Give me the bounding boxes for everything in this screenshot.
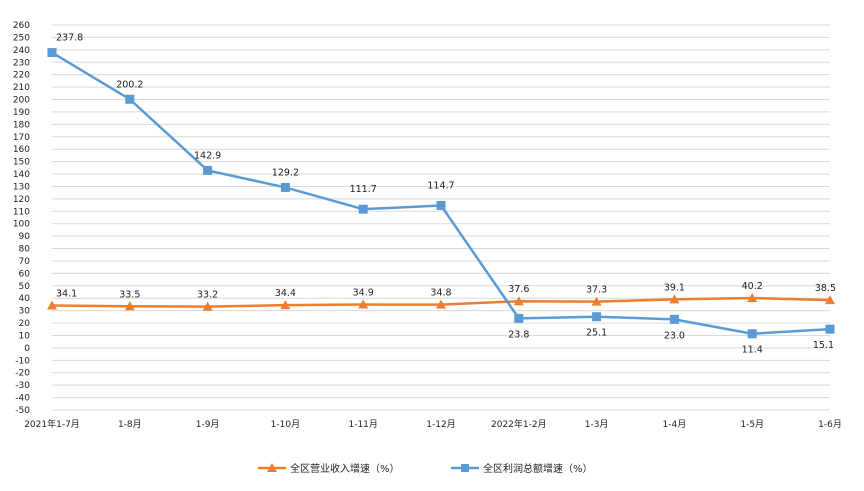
legend: 全区营业收入增速（%） 全区利润总额增速（%） (258, 462, 593, 475)
y-tick-label: 40 (19, 294, 31, 304)
x-tick-label: 1-11月 (348, 419, 377, 430)
y-tick-label: 260 (13, 21, 30, 31)
data-label: 111.7 (350, 184, 377, 195)
x-tick-label: 1-12月 (426, 419, 455, 430)
data-label: 23.8 (508, 329, 529, 340)
legend-label: 全区营业收入增速（%） (290, 462, 400, 475)
y-tick-label: 140 (13, 170, 30, 180)
data-point-square (203, 165, 213, 175)
y-tick-label: 50 (19, 282, 31, 292)
x-tick-label: 1-4月 (663, 419, 687, 430)
y-axis-ticks: 2602502402302202102001901801701601501401… (13, 21, 30, 416)
y-tick-label: -40 (15, 394, 30, 404)
y-tick-label: 60 (19, 269, 31, 279)
data-point-square (514, 313, 524, 323)
gridlines (52, 24, 830, 411)
x-tick-label: 1-10月 (271, 419, 300, 430)
data-point-triangle (825, 295, 835, 305)
y-tick-label: 70 (19, 257, 31, 267)
y-tick-label: 110 (13, 207, 30, 217)
data-label: 129.2 (272, 167, 299, 178)
legend-marker-square (461, 464, 469, 472)
y-tick-label: 240 (13, 46, 30, 56)
y-tick-label: 220 (13, 71, 30, 81)
data-label: 200.2 (116, 79, 143, 90)
data-point-triangle (591, 296, 602, 306)
y-tick-label: 170 (13, 133, 30, 143)
y-tick-label: 20 (19, 319, 31, 329)
data-point-square (436, 200, 446, 210)
data-label: 11.4 (742, 345, 763, 356)
y-tick-label: 90 (19, 232, 31, 242)
y-tick-label: -20 (15, 369, 30, 379)
y-tick-label: 210 (13, 83, 30, 93)
y-tick-label: 130 (13, 182, 30, 192)
data-point-triangle (358, 299, 369, 309)
series-group (47, 48, 835, 339)
data-label: 33.5 (119, 289, 140, 300)
data-point-triangle (669, 294, 680, 304)
data-label: 40.2 (742, 281, 763, 292)
y-tick-label: 160 (13, 145, 30, 155)
legend-label: 全区利润总额增速（%） (483, 462, 593, 475)
data-point-square (747, 329, 757, 339)
y-tick-label: 190 (13, 108, 30, 118)
data-label: 237.8 (56, 33, 83, 44)
data-point-square (125, 94, 135, 104)
x-tick-label: 1-3月 (585, 419, 609, 430)
y-tick-label: 100 (13, 220, 30, 230)
y-tick-label: 230 (13, 58, 30, 68)
y-tick-label: -10 (15, 356, 30, 366)
data-point-triangle (280, 300, 291, 310)
data-point-triangle (47, 300, 57, 310)
data-label: 39.1 (664, 282, 685, 293)
data-point-square (669, 314, 679, 324)
y-tick-label: 30 (19, 307, 31, 317)
data-label: 25.1 (586, 328, 607, 339)
data-label: 37.6 (508, 284, 529, 295)
data-label: 37.3 (586, 285, 607, 296)
data-label: 23.0 (664, 330, 685, 341)
data-label: 34.9 (353, 288, 374, 299)
y-tick-label: 120 (13, 195, 30, 205)
x-tick-label: 1-6月 (818, 419, 842, 430)
data-point-triangle (747, 292, 758, 302)
y-tick-label: 10 (19, 331, 31, 341)
data-label: 34.1 (56, 289, 77, 300)
y-tick-label: 150 (13, 158, 30, 168)
data-label: 38.5 (815, 283, 836, 294)
data-point-triangle (436, 299, 446, 309)
data-point-square (825, 324, 835, 334)
x-axis-ticks: 2021年1-7月 1-8月 1-9月 1-10月 1-11月 1-12月 2022年1-2… (24, 418, 842, 430)
data-point-square (358, 204, 368, 214)
data-point-square (47, 48, 57, 58)
y-tick-label: 80 (19, 245, 31, 255)
data-label: 142.9 (194, 150, 221, 161)
data-label: 34.8 (430, 288, 451, 299)
data-point-triangle (513, 296, 524, 306)
y-tick-label: -30 (15, 381, 30, 391)
x-tick-label: 1-8月 (118, 419, 142, 430)
data-label: 15.1 (813, 340, 834, 351)
x-tick-label: 2021年1-7月 (24, 418, 80, 430)
y-tick-label: -50 (15, 406, 30, 416)
y-tick-label: 200 (13, 96, 30, 106)
data-point-triangle (202, 301, 213, 311)
data-point-square (592, 312, 602, 322)
y-tick-label: 0 (24, 344, 30, 354)
x-tick-label: 2022年1-2月 (491, 418, 547, 430)
data-point-triangle (124, 301, 135, 311)
y-tick-label: 250 (13, 33, 30, 43)
data-label: 33.2 (197, 290, 218, 301)
x-tick-label: 1-9月 (196, 419, 220, 430)
data-point-square (280, 182, 290, 192)
x-tick-label: 1-5月 (740, 419, 764, 430)
y-tick-label: 180 (13, 120, 30, 130)
data-label: 114.7 (427, 180, 454, 191)
data-labels: 34.1 33.5 33.2 34.4 34.9 34.8 37.6 37.3 39.1 40.2… (56, 33, 836, 356)
data-label: 34.4 (275, 288, 296, 299)
legend-marker-triangle (267, 463, 277, 472)
